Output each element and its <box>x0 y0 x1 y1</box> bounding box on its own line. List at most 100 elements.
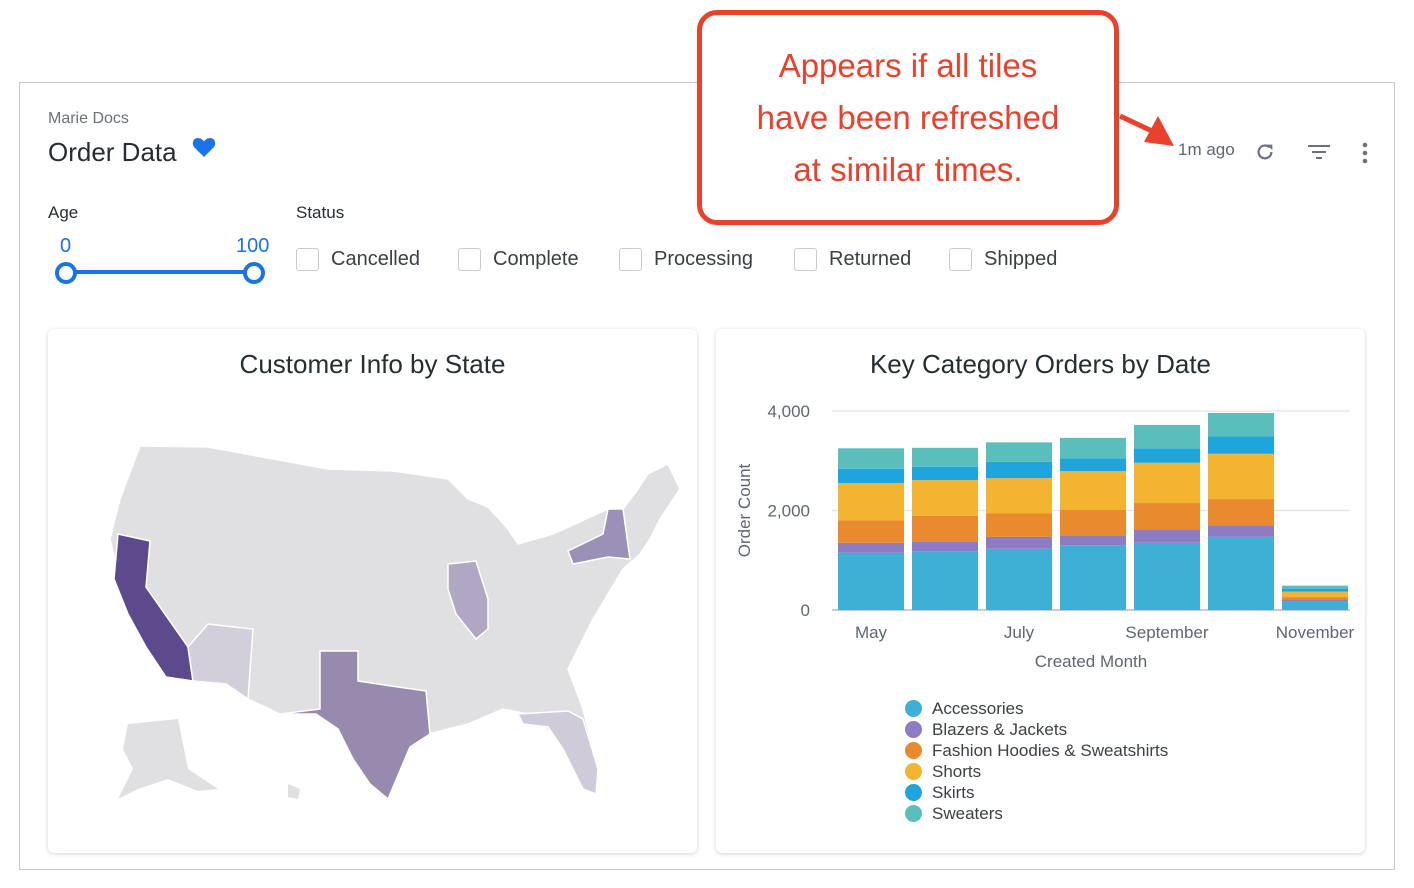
legend-swatch <box>905 805 922 822</box>
bar-segment[interactable] <box>1134 503 1200 530</box>
bar-segment[interactable] <box>1208 536 1274 610</box>
bar-segment[interactable] <box>838 552 904 610</box>
state-illinois[interactable] <box>447 560 489 641</box>
state-arizona[interactable] <box>187 623 254 701</box>
bar-segment[interactable] <box>1060 545 1126 610</box>
bar-segment[interactable] <box>838 448 904 469</box>
bar-segment[interactable] <box>912 447 978 467</box>
bar-segment[interactable] <box>1208 436 1274 454</box>
legend-item[interactable]: Fashion Hoodies & Sweatshirts <box>905 740 1168 761</box>
checkbox[interactable] <box>949 248 972 271</box>
bar-segment[interactable] <box>1060 437 1126 459</box>
bar-segment[interactable] <box>912 551 978 610</box>
bar-segment[interactable] <box>912 541 978 552</box>
bar-segment[interactable] <box>1134 424 1200 449</box>
bar-segment[interactable] <box>1060 471 1126 511</box>
heart-icon[interactable] <box>192 136 216 158</box>
y-tick-label: 2,000 <box>767 502 810 521</box>
checkbox[interactable] <box>296 248 319 271</box>
age-slider-track[interactable] <box>66 270 254 274</box>
us-map[interactable] <box>48 329 697 853</box>
checkbox-label: Returned <box>829 248 912 270</box>
bar-segment[interactable] <box>1208 453 1274 500</box>
legend-item[interactable]: Shorts <box>905 761 1168 782</box>
bar-segment[interactable] <box>986 536 1052 549</box>
bar-segment[interactable] <box>838 483 904 521</box>
status-cancelled-checkbox[interactable]: Cancelled <box>296 248 420 271</box>
bar-segment[interactable] <box>912 515 978 542</box>
status-shipped-checkbox[interactable]: Shipped <box>949 248 1057 271</box>
x-tick-label: November <box>1276 623 1355 642</box>
age-max-value: 100 <box>236 235 270 257</box>
status-filter-label: Status <box>296 203 345 222</box>
legend-swatch <box>905 784 922 801</box>
bar-segment[interactable] <box>912 466 978 481</box>
age-min-value: 0 <box>60 235 72 257</box>
bar-segment[interactable] <box>912 480 978 516</box>
bar-segment[interactable] <box>1282 601 1348 610</box>
legend-item[interactable]: Sweaters <box>905 803 1168 824</box>
bar-segment[interactable] <box>1208 499 1274 526</box>
bar-segment[interactable] <box>1282 588 1348 592</box>
checkbox[interactable] <box>458 248 481 271</box>
bar-segment[interactable] <box>986 478 1052 514</box>
bar-segment[interactable] <box>1208 412 1274 437</box>
bar-segment[interactable] <box>1282 599 1348 602</box>
checkbox-label: Cancelled <box>331 248 420 270</box>
x-tick-label: May <box>855 623 888 642</box>
x-tick-label: September <box>1125 623 1208 642</box>
bar-segment[interactable] <box>1134 462 1200 504</box>
legend-label: Fashion Hoodies & Sweatshirts <box>932 741 1169 760</box>
checkbox-label: Shipped <box>984 248 1058 270</box>
checkbox[interactable] <box>619 248 642 271</box>
bar-segment[interactable] <box>986 442 1052 462</box>
age-filter-label: Age <box>48 203 79 222</box>
status-returned-checkbox[interactable]: Returned <box>794 248 911 271</box>
legend-label: Skirts <box>932 783 975 802</box>
age-slider-max-handle[interactable] <box>243 262 265 284</box>
bar-segment[interactable] <box>838 520 904 543</box>
filter-icon[interactable] <box>1307 143 1331 161</box>
more-vert-icon[interactable] <box>1359 142 1371 164</box>
legend-label: Sweaters <box>932 804 1003 823</box>
bar-segment[interactable] <box>838 468 904 484</box>
bar-segment[interactable] <box>1134 529 1200 543</box>
bar-segment[interactable] <box>1208 525 1274 537</box>
legend-swatch <box>905 700 922 717</box>
y-tick-label: 0 <box>801 601 810 620</box>
status-complete-checkbox[interactable]: Complete <box>458 248 579 271</box>
status-processing-checkbox[interactable]: Processing <box>619 248 753 271</box>
legend-label: Accessories <box>932 699 1024 718</box>
legend-item[interactable]: Blazers & Jackets <box>905 719 1168 740</box>
bar-segment[interactable] <box>1282 591 1348 598</box>
bar-segment[interactable] <box>1134 448 1200 463</box>
state-hawaii[interactable] <box>288 784 300 799</box>
callout-arrow-icon <box>1118 113 1174 146</box>
x-tick-label: July <box>1004 623 1035 642</box>
bar-segment[interactable] <box>1282 585 1348 589</box>
state-alaska[interactable] <box>118 719 218 799</box>
state-new-york[interactable] <box>567 508 631 565</box>
bar-segment[interactable] <box>838 542 904 553</box>
state-florida[interactable] <box>516 710 599 796</box>
bar-segment[interactable] <box>1134 542 1200 610</box>
state-texas[interactable] <box>279 650 431 801</box>
age-slider-min-handle[interactable] <box>55 262 77 284</box>
bar-segment[interactable] <box>986 513 1052 537</box>
bar-segment[interactable] <box>1060 535 1126 546</box>
folder-breadcrumb[interactable]: Marie Docs <box>48 110 129 127</box>
bar-segment[interactable] <box>986 461 1052 479</box>
bar-segment[interactable] <box>1060 458 1126 472</box>
legend-swatch <box>905 721 922 738</box>
legend-item[interactable]: Accessories <box>905 698 1168 719</box>
bar-segment[interactable] <box>1060 510 1126 536</box>
legend-label: Blazers & Jackets <box>932 720 1068 739</box>
y-tick-label: 4,000 <box>767 402 810 421</box>
bar-segment[interactable] <box>1282 597 1348 600</box>
map-tile: Customer Info by State <box>48 329 697 853</box>
state-california[interactable] <box>113 533 194 682</box>
bar-segment[interactable] <box>986 548 1052 610</box>
refresh-icon[interactable] <box>1254 141 1276 163</box>
legend-item[interactable]: Skirts <box>905 782 1168 803</box>
checkbox[interactable] <box>794 248 817 271</box>
